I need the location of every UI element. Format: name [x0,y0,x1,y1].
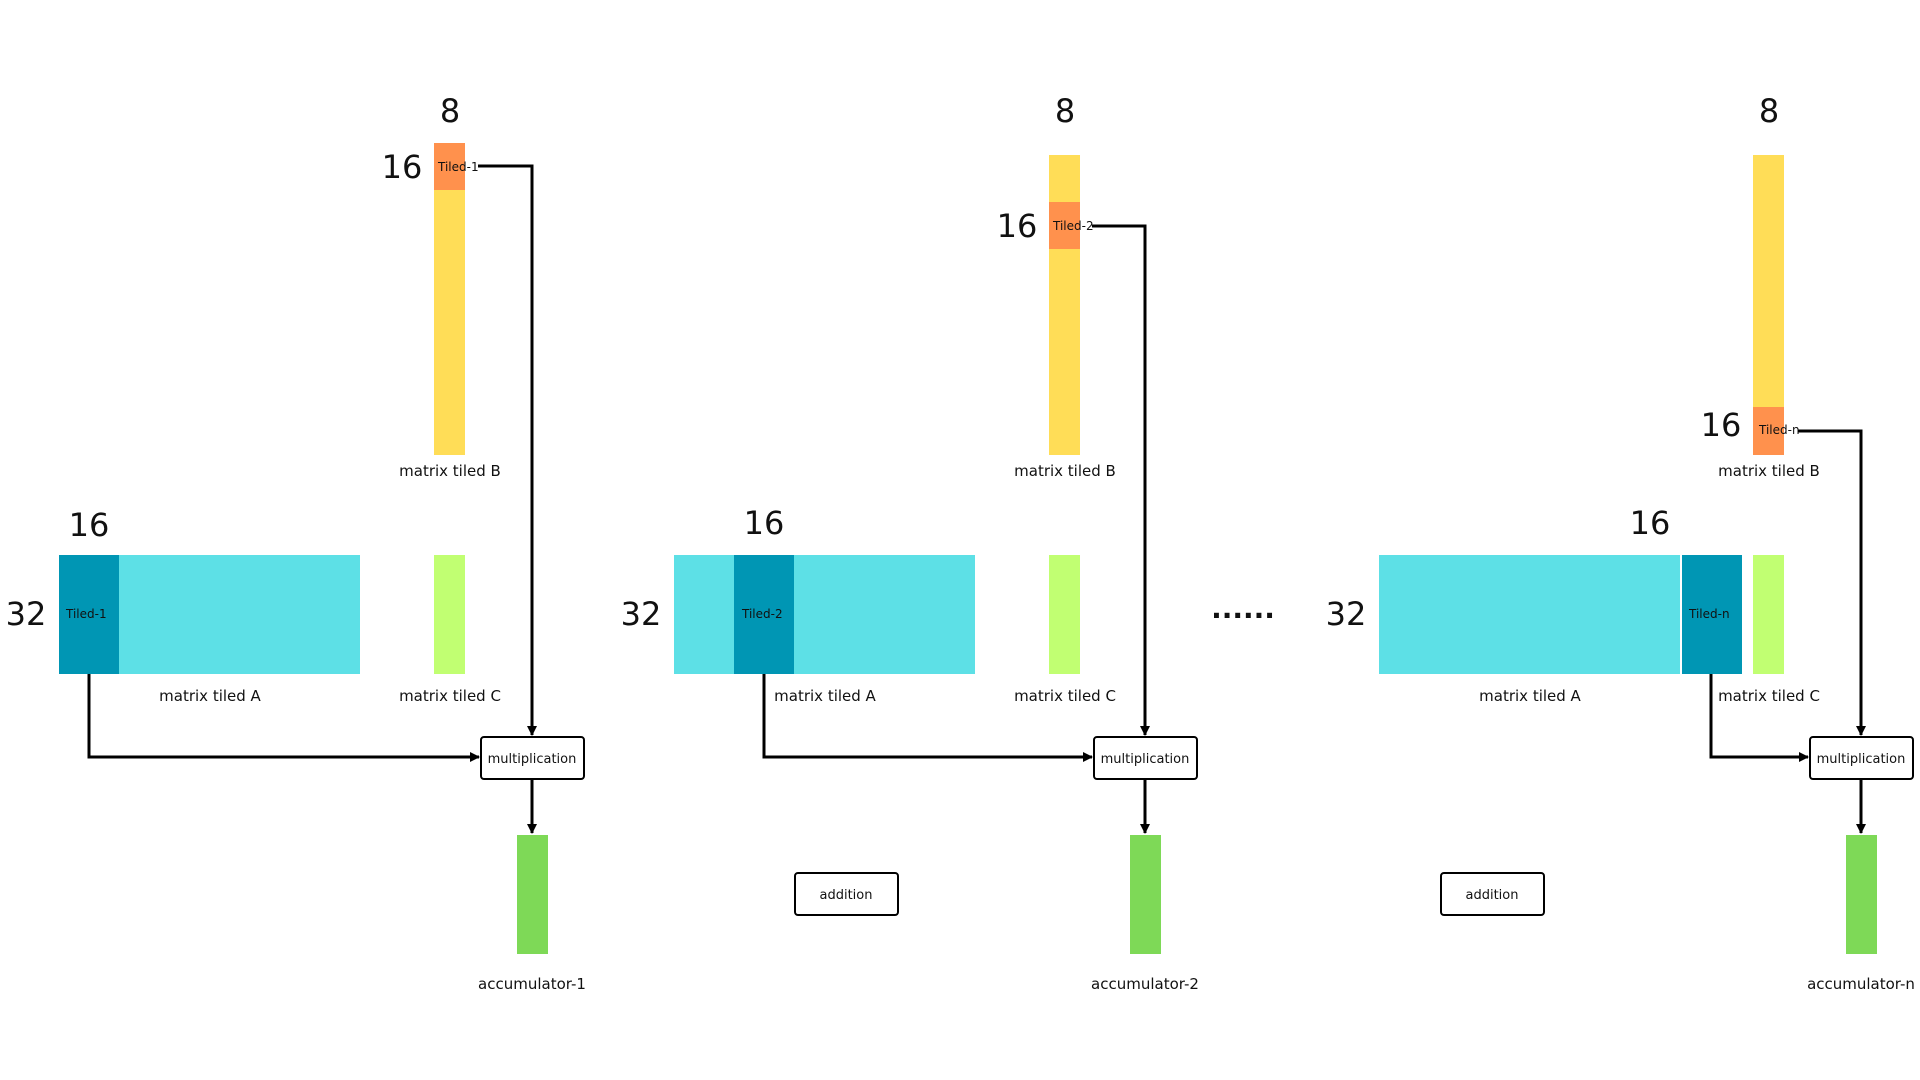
multiplication-label: multiplication [1817,752,1906,767]
matrix-b-tile [1753,407,1784,455]
matrix-b-tile-label: Tiled-1 [437,160,479,174]
matrix-a-tile-label: Tiled-2 [741,607,783,621]
addition-1: addition [794,872,899,916]
matrix-b [1049,155,1080,455]
accumulator [517,835,548,954]
matrix-c [1049,555,1080,674]
b-rows-dimension: 16 [997,207,1038,245]
matrix-a-label: matrix tiled A [774,687,876,705]
addition-box [1440,872,1545,916]
matrix-a [674,555,975,674]
matrix-c [1753,555,1784,674]
addition-2: addition [1440,872,1545,916]
accumulator-label: accumulator-n [1807,975,1915,993]
matrix-b-tile-label: Tiled-2 [1052,219,1094,233]
multiplication-label: multiplication [1101,752,1190,767]
accumulator-label: accumulator-1 [478,975,586,993]
b-cols-dimension: 8 [1055,92,1075,130]
addition-label: addition [820,888,873,903]
matrix-a-label: matrix tiled A [159,687,261,705]
matrix-b-label: matrix tiled B [1718,462,1820,480]
matrix-c-label: matrix tiled C [1014,687,1116,705]
accumulator-label: accumulator-2 [1091,975,1199,993]
a-rows-dimension: 32 [621,595,662,633]
block-n: 8 Tiled-n 16 matrix tiled B 16 Tiled-n 3… [1326,92,1915,993]
a-cols-dimension: 16 [69,506,110,544]
arrow-b-to-multiplication [1092,224,1150,736]
matrix-c-label: matrix tiled C [399,687,501,705]
b-rows-dimension: 16 [1701,406,1742,444]
matrix-a [1379,555,1680,674]
a-cols-dimension: 16 [744,504,785,542]
matrix-b-tile [1049,202,1080,249]
matrix-b-label: matrix tiled B [1014,462,1116,480]
accumulator [1130,835,1161,954]
matrix-b-label: matrix tiled B [399,462,501,480]
matrix-a-label: matrix tiled A [1479,687,1581,705]
block-2: 8 Tiled-2 16 matrix tiled B 16 Tiled-2 3… [621,92,1199,993]
matrix-a-tile [734,555,794,674]
addition-label: addition [1466,888,1519,903]
ellipsis: ...... [1211,592,1275,625]
a-rows-dimension: 32 [6,595,47,633]
matrix-c [434,555,465,674]
arrow-b-to-multiplication [1798,429,1866,736]
b-rows-dimension: 16 [382,148,423,186]
matrix-a-tile-label: Tiled-1 [65,607,107,621]
arrow-a-to-multiplication [762,674,1093,762]
b-cols-dimension: 8 [440,92,460,130]
matrix-b [1753,155,1784,455]
addition-box [794,872,899,916]
arrow-a-to-multiplication [87,674,480,762]
arrow-a-to-multiplication [1709,674,1809,762]
arrow-b-to-multiplication [478,164,537,736]
matrix-b-tile-label: Tiled-n [1758,423,1800,437]
a-cols-dimension: 16 [1630,504,1671,542]
block-1: 8 Tiled-1 16 matrix tiled B 16 Tiled-1 3… [6,92,586,993]
matrix-b-tile [434,143,465,190]
multiplication-label: multiplication [488,752,577,767]
matrix-a-tile-label: Tiled-n [1688,607,1730,621]
b-cols-dimension: 8 [1759,92,1779,130]
matrix-a-tile [1682,555,1742,674]
a-rows-dimension: 32 [1326,595,1367,633]
matrix-a-tile [59,555,119,674]
matrix-c-label: matrix tiled C [1718,687,1820,705]
matrix-b [434,143,465,455]
accumulator [1846,835,1877,954]
